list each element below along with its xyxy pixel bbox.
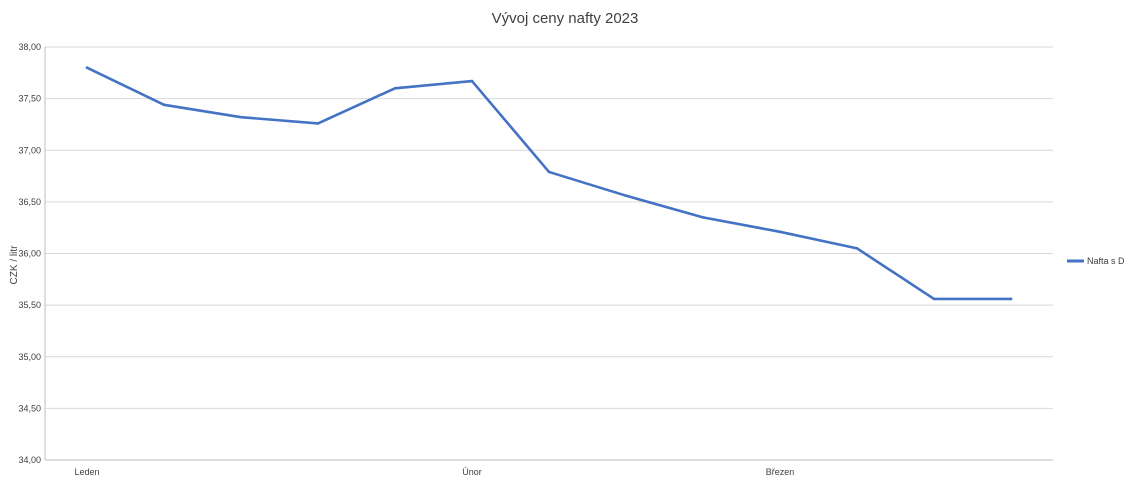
y-tick-label: 35,00 [18, 352, 41, 362]
series-layer [85, 66, 1013, 301]
y-tick-label: 35,50 [18, 300, 41, 310]
data-point [393, 87, 397, 90]
x-tick-label: Leden [74, 467, 99, 477]
data-point [855, 247, 859, 250]
x-tick-label: Únor [462, 467, 482, 477]
data-point [624, 194, 628, 197]
data-point [932, 297, 936, 301]
series-line-nafta-s-dph [85, 66, 1013, 301]
data-point [85, 66, 89, 69]
legend: Nafta s DPH [1067, 256, 1125, 266]
y-tick-label: 38,00 [18, 42, 41, 52]
data-point [778, 230, 782, 234]
y-tick-label: 37,00 [18, 145, 41, 155]
legend-entry-nafta-s-dph: Nafta s DPH [1087, 256, 1125, 266]
y-axis: 34,00 34,50 35,00 35,50 36,00 36,50 37,00 37,50… [18, 42, 46, 465]
chart-title: Vývoj ceny nafty 2023 [492, 10, 639, 27]
data-point [1009, 297, 1013, 301]
data-point [470, 79, 474, 83]
y-tick-label: 36,00 [18, 249, 41, 259]
data-point [547, 170, 551, 174]
y-tick-label: 34,50 [18, 403, 41, 413]
y-tick-label: 36,50 [18, 197, 41, 207]
data-point [316, 122, 320, 125]
y-tick-label: 37,50 [18, 94, 41, 104]
gridlines [45, 46, 1053, 409]
data-point [162, 103, 166, 107]
y-tick-label: 34,00 [18, 455, 41, 465]
x-axis: Leden Únor Březen [45, 459, 1053, 477]
y-axis-title: CZK / litr [9, 245, 20, 285]
data-point [239, 115, 243, 119]
x-tick-label: Březen [766, 467, 795, 477]
data-point [701, 216, 705, 219]
